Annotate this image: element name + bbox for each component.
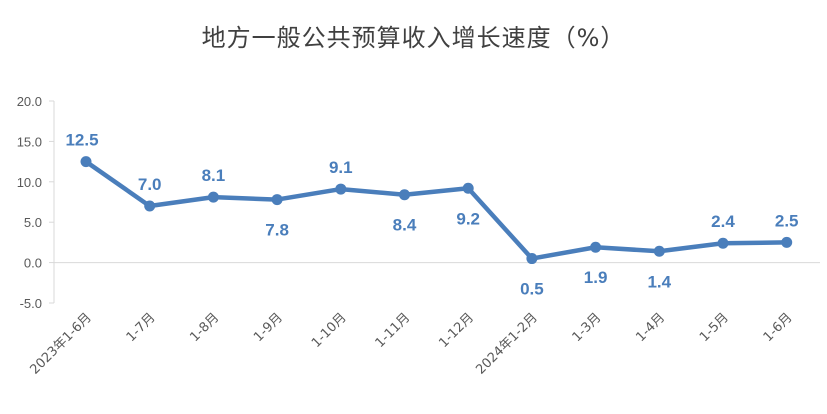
- data-label: 8.4: [393, 216, 417, 235]
- data-label: 0.5: [520, 280, 544, 299]
- series-line: [83, 159, 789, 261]
- data-point: [271, 194, 283, 206]
- y-tick-label: 5.0: [24, 215, 42, 230]
- data-point: [526, 253, 538, 265]
- data-label: 2.4: [711, 212, 735, 231]
- y-tick-label: 20.0: [17, 94, 42, 109]
- chart-title: 地方一般公共预算收入增长速度（%）: [201, 24, 626, 52]
- data-label: 9.2: [456, 209, 480, 228]
- data-point: [144, 200, 156, 212]
- data-label: 9.1: [329, 158, 353, 177]
- x-tick-label: 2024年1-2月: [473, 310, 540, 377]
- data-point: [717, 237, 729, 249]
- data-point: [335, 183, 347, 195]
- x-tick-label: 1-12月: [436, 310, 477, 351]
- x-tick-label: 2023年1-6月: [27, 310, 94, 377]
- data-label: 12.5: [65, 131, 98, 150]
- data-point: [590, 241, 602, 253]
- x-tick-label: 1-6月: [761, 310, 796, 345]
- data-point: [207, 191, 219, 203]
- data-label: 2.5: [775, 211, 799, 230]
- x-tick-label: 1-4月: [633, 310, 668, 345]
- data-label: 1.4: [647, 272, 671, 291]
- data-point: [462, 182, 474, 194]
- data-label: 8.1: [202, 166, 226, 185]
- data-point: [80, 156, 92, 168]
- x-tick-label: 1-3月: [570, 310, 605, 345]
- data-point: [399, 189, 410, 201]
- x-tick-label: 1-9月: [251, 310, 286, 345]
- y-tick-label: 0.0: [24, 256, 42, 271]
- x-tick-label: 1-10月: [309, 310, 350, 351]
- data-point: [653, 245, 665, 257]
- data-label: 1.9: [584, 268, 608, 287]
- x-tick-label: 1-11月: [373, 310, 414, 351]
- x-tick-label: 1-7月: [124, 310, 159, 345]
- data-label: 7.8: [265, 221, 289, 240]
- y-tick-label: 15.0: [17, 134, 42, 149]
- x-tick-label: 1-8月: [187, 310, 222, 345]
- y-tick-label: 10.0: [17, 175, 42, 190]
- data-point: [781, 236, 793, 248]
- x-tick-label: 1-5月: [697, 310, 732, 345]
- y-tick-label: -5.0: [20, 296, 42, 311]
- data-label: 7.0: [138, 175, 162, 194]
